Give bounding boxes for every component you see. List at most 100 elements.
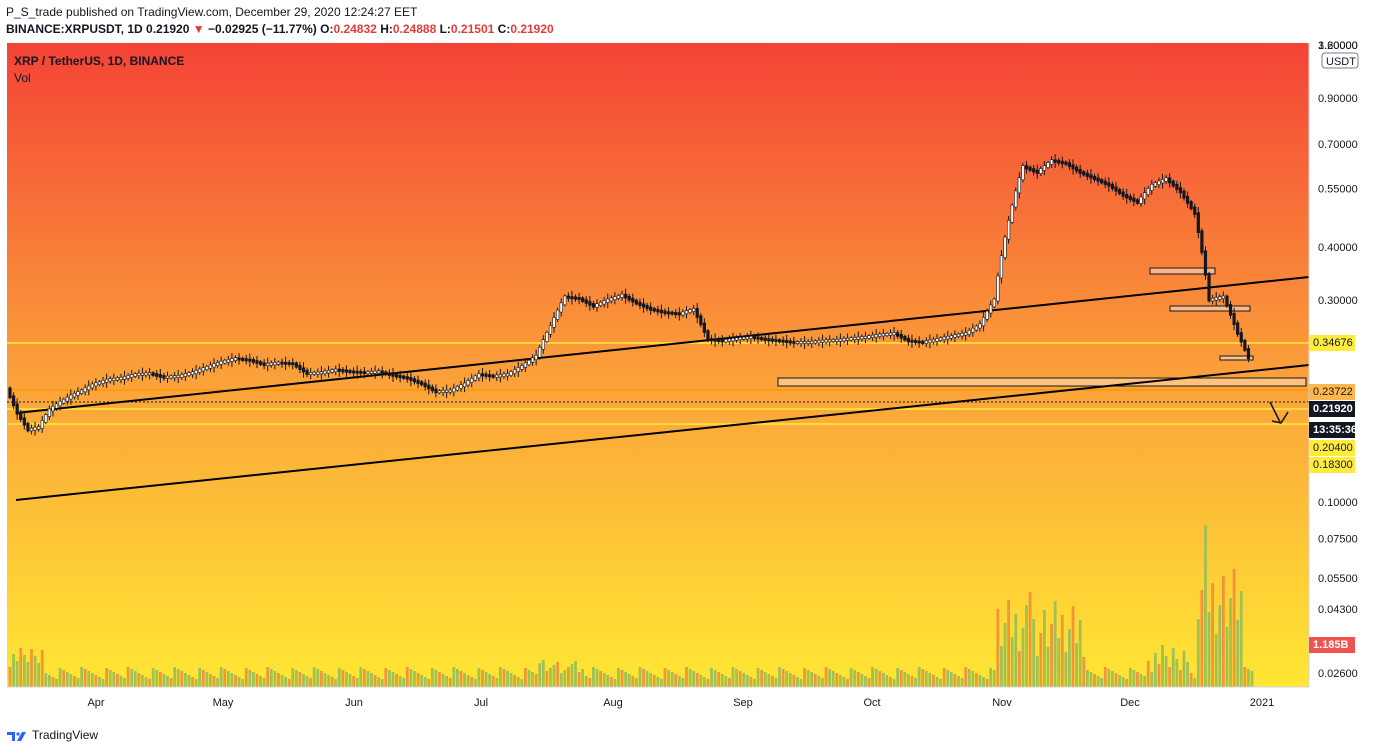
candle-body (323, 370, 327, 375)
volume-bar (745, 675, 749, 687)
candle-body (853, 337, 857, 341)
price-chart[interactable]: 2.800002.200001.600001.200000.900000.700… (0, 0, 1380, 725)
candle-body (262, 362, 266, 367)
candle-body (591, 303, 596, 308)
candle-body (1078, 168, 1082, 174)
volume-bar (87, 671, 91, 687)
volume-bar (1114, 673, 1118, 687)
x-tick-label: Sep (733, 697, 753, 709)
volume-bar (488, 674, 492, 687)
volume-bar (753, 679, 756, 687)
candle-body (380, 370, 384, 375)
volume-bar (810, 672, 814, 687)
volume-bar (1164, 656, 1168, 687)
candle-body (1032, 168, 1036, 173)
candle-body (1014, 190, 1018, 208)
volume-bar (198, 668, 202, 687)
candle-body (151, 372, 155, 376)
candle-body (1178, 187, 1183, 194)
candle-body (946, 335, 950, 340)
candle-body (412, 378, 417, 383)
volume-bar (44, 673, 48, 687)
candle-body (896, 332, 900, 337)
candle-body (309, 372, 313, 375)
volume-bar (1025, 605, 1028, 687)
volume-bar (384, 668, 388, 687)
volume-bar (1053, 601, 1057, 687)
candle-body (985, 310, 989, 320)
candle-body (913, 340, 918, 344)
candle-body (999, 255, 1004, 279)
candle-body (910, 339, 914, 343)
candle-body (330, 369, 334, 373)
volume-bar (230, 673, 234, 687)
volume-bar (534, 674, 538, 687)
volume-bar (47, 675, 51, 687)
candle-body (1196, 212, 1200, 233)
candle-body (119, 376, 123, 381)
volume-bar (187, 675, 191, 687)
volume-bar (581, 669, 585, 687)
candle-body (455, 386, 460, 391)
volume-bar (1014, 614, 1018, 687)
volume-bar (1153, 653, 1157, 687)
candle-body (434, 388, 438, 394)
candle-body (1100, 179, 1104, 184)
candle-body (391, 373, 395, 377)
volume-bar (821, 678, 824, 687)
volume-bar (1171, 648, 1175, 687)
candle-body (255, 360, 259, 364)
candle-body (666, 311, 671, 315)
volume-bar (667, 670, 670, 687)
candle-body (645, 304, 649, 310)
candle-body (702, 322, 706, 333)
candle-body (423, 382, 427, 388)
candle-body (437, 390, 442, 394)
volume-bar (713, 670, 717, 687)
volume-bar (756, 668, 760, 687)
volume-bar (867, 678, 871, 687)
volume-bar (19, 648, 23, 687)
candle-body (337, 368, 341, 372)
candle-body (1107, 182, 1111, 187)
volume-bar (302, 674, 305, 687)
volume-bar (1204, 525, 1207, 687)
volume-bar (685, 667, 688, 687)
candle-body (384, 371, 388, 375)
price-badge: 0.18300 (1309, 457, 1355, 473)
volume-bar (599, 671, 602, 687)
candle-body (863, 335, 868, 339)
volume-bar (456, 669, 459, 687)
volume-bar (1000, 646, 1003, 687)
volume-bar (405, 667, 409, 687)
volume-bar (1093, 674, 1096, 687)
candle-body (634, 299, 638, 305)
volume-bar (577, 672, 581, 687)
volume-bar (441, 674, 445, 687)
volume-bar (359, 667, 363, 687)
candle-body (1007, 220, 1011, 240)
volume-bar (430, 668, 434, 687)
price-badge: 0.23722 (1309, 384, 1355, 400)
candle-body (373, 370, 377, 374)
price-badge: 0.21920 (1309, 401, 1355, 417)
high-label: H: (380, 22, 393, 36)
volume-bar (166, 676, 169, 687)
candle-body (334, 368, 338, 372)
candle-body (606, 298, 610, 303)
volume-bar (864, 676, 867, 687)
candle-body (273, 362, 277, 366)
volume-bar (148, 679, 151, 687)
candle-body (724, 339, 728, 343)
candle-body (452, 387, 456, 393)
volume-bar (108, 670, 112, 687)
candle-body (513, 369, 517, 374)
candle-body (1239, 332, 1243, 343)
candle-body (620, 293, 624, 298)
volume-bar (881, 673, 885, 687)
candle-body (33, 426, 37, 431)
volume-bar (309, 678, 313, 687)
candle-body (280, 361, 284, 365)
volume-bar (191, 677, 194, 687)
volume-bar (466, 675, 470, 687)
